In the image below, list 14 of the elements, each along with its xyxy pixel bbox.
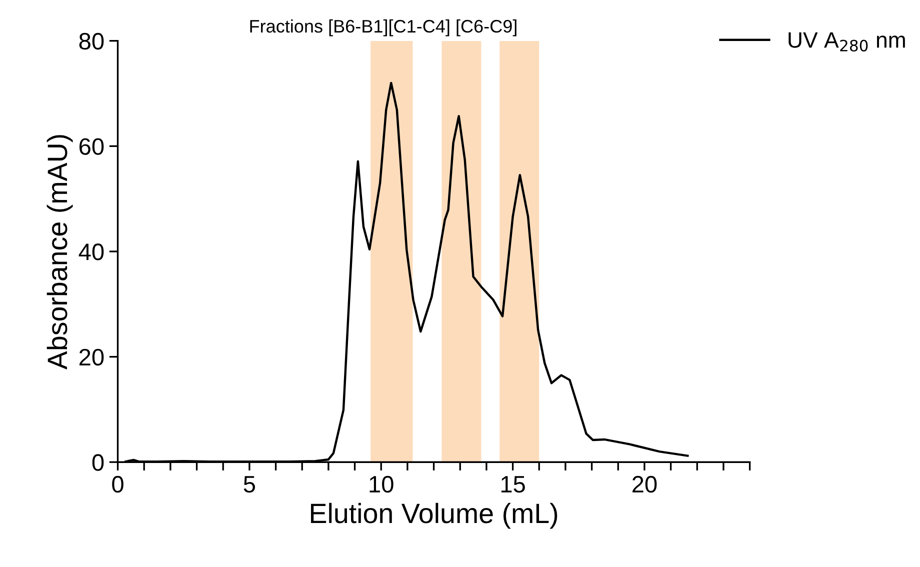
y-tick-label: 60 [80,138,104,155]
x-tick-label: 5 [244,476,256,493]
legend-label: UV A$_{280}$ nm [788,32,905,52]
y-tick-label: 40 [78,244,104,260]
x-tick-label: 10 [370,476,394,493]
y-tick-label: 80 [79,32,104,50]
y-axis-title: Absorbance (mAU) [46,135,73,370]
x-tick-label: 0 [112,476,124,493]
x-tick-label: 20 [632,476,657,493]
x-axis-title: Elution Volume (mL) [311,502,558,529]
x-tick-label: 15 [501,476,525,493]
y-tick-label: 20 [79,348,104,366]
chart-title: Fractions [B6-B1][C1-C4] [C6-C9] [250,19,516,36]
y-tick-label: 0 [92,454,104,471]
